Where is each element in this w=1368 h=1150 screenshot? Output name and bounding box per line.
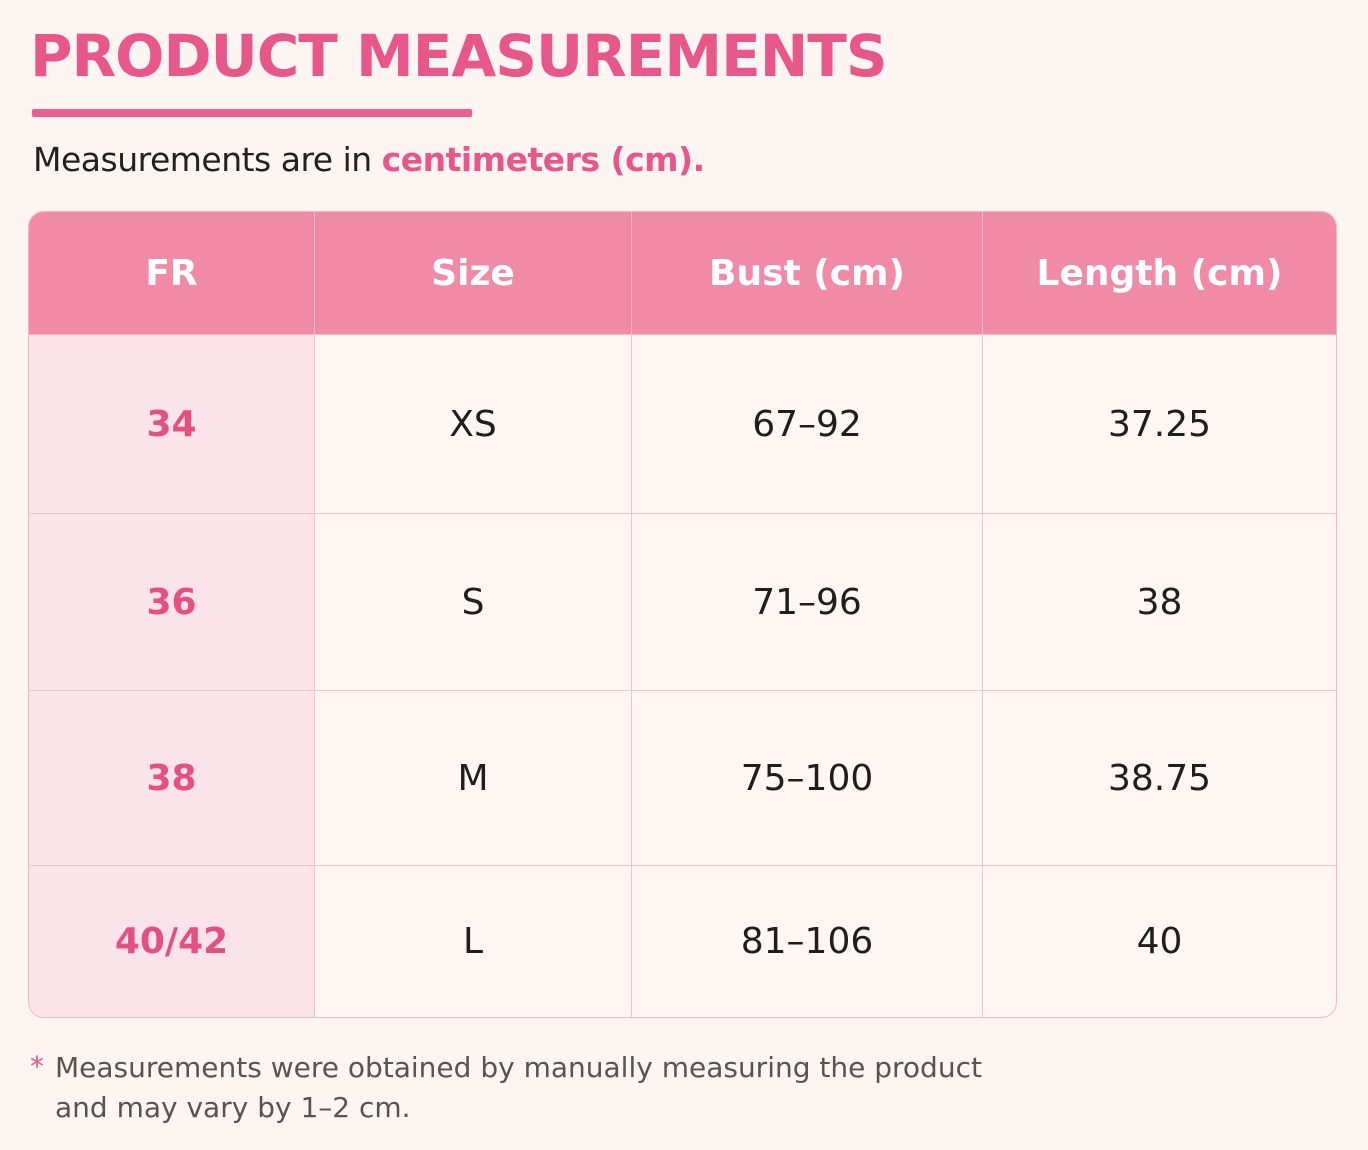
size-table: FR Size Bust (cm) Length (cm) 34 XS 67–92 37.25… [28,211,1337,1018]
subtitle: Measurements are in centimeters (cm). [33,140,705,179]
footnote-marker: * [30,1050,44,1083]
table-cell: 71–96 [632,514,983,691]
table-cell: 75–100 [632,691,983,866]
title: PRODUCT MEASUREMENTS [30,22,888,90]
table-cell: 67–92 [632,335,983,514]
table-cell: M [315,691,632,866]
table-cell: 81–106 [632,866,983,1017]
footnote-line: Measurements were obtained by manually m… [55,1051,982,1084]
table-cell: 37.25 [983,335,1336,514]
footnote-line: and may vary by 1–2 cm. [55,1091,411,1124]
column-header: Bust (cm) [632,212,983,335]
subtitle-highlight: centimeters (cm). [381,140,706,179]
fr-size: 40/42 [29,866,315,1017]
table-cell: L [315,866,632,1017]
column-header: Length (cm) [983,212,1336,335]
footnote: Measurements were obtained by manually m… [55,1048,982,1128]
table-cell: 38.75 [983,691,1336,866]
title-underline [32,109,472,117]
table-cell: 38 [983,514,1336,691]
fr-size: 38 [29,691,315,866]
column-header: Size [315,212,632,335]
table-cell: 40 [1136,921,1183,962]
fr-size: 34 [29,335,315,514]
column-header: FR [29,212,315,335]
subtitle-text: Measurements are in [33,140,382,179]
table-cell: S [315,514,632,691]
table-cell: XS [315,335,632,514]
fr-size: 36 [29,514,315,691]
